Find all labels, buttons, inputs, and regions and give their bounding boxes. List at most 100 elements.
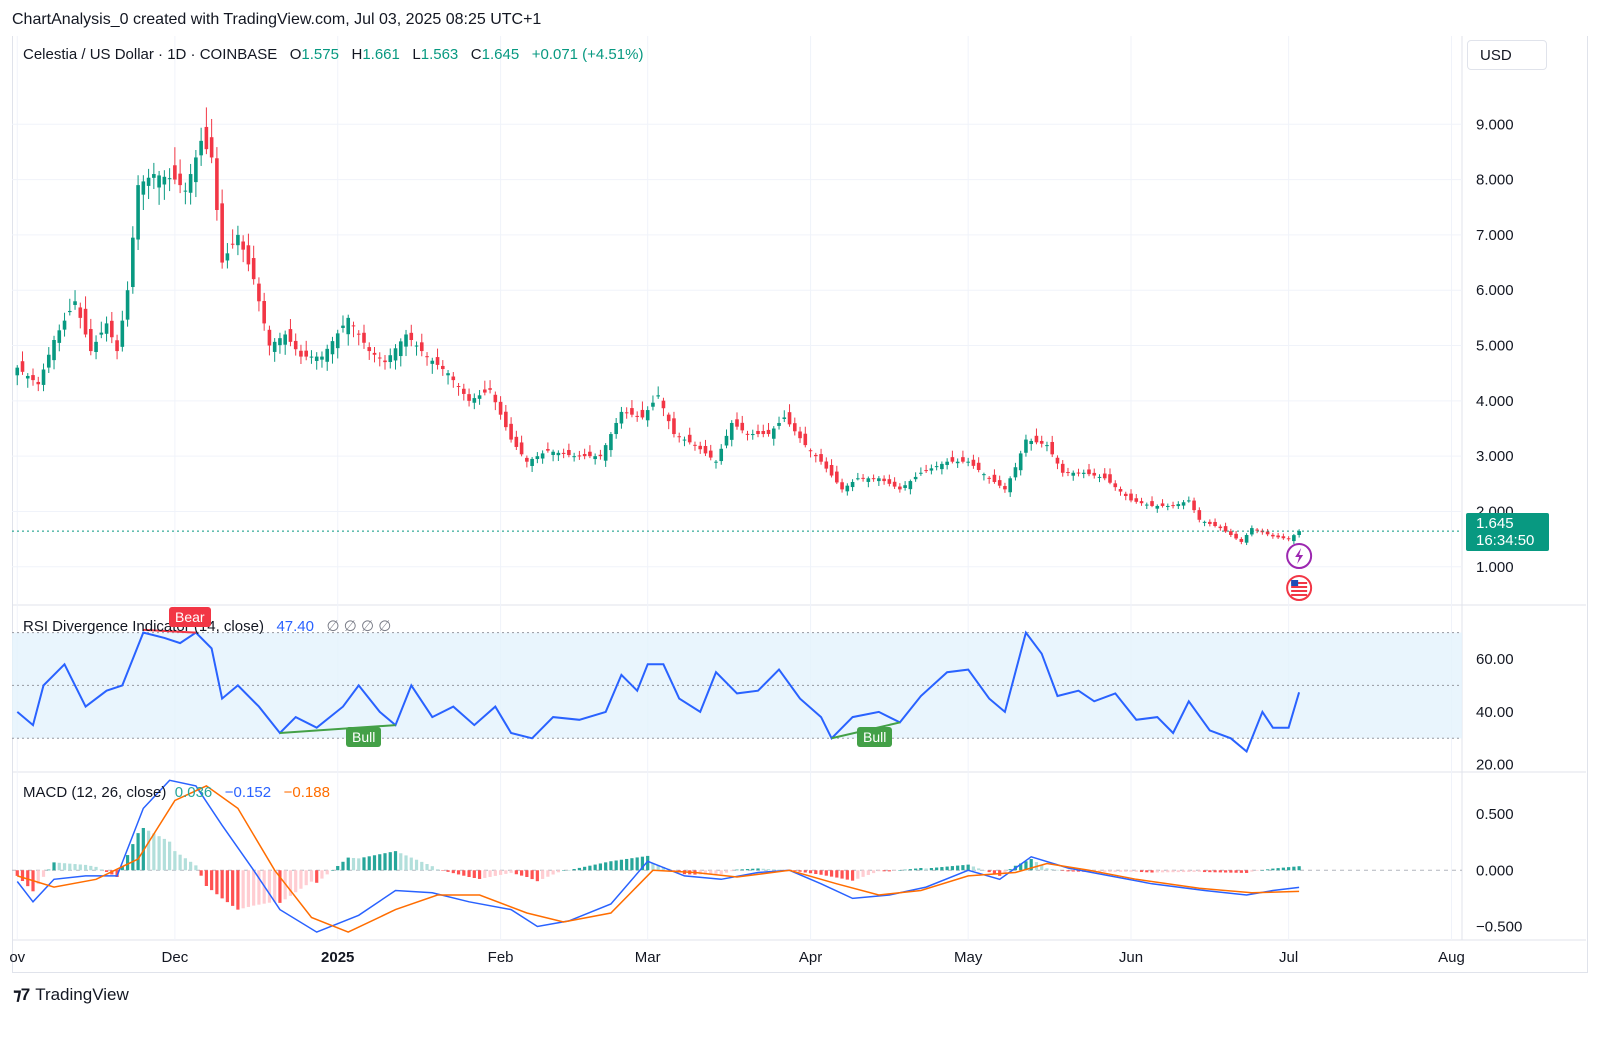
macd-histogram-bar [640,856,645,871]
macd-histogram-bar [278,870,282,903]
candle-body [546,449,550,451]
macd-histogram-bar [520,870,524,876]
time-tick-label: Aug [1438,949,1465,966]
macd-histogram-bar [719,870,723,875]
candle-body [740,422,745,431]
candle-body [41,369,46,385]
macd-histogram-bar [1061,870,1065,871]
candle-body [236,234,240,246]
macd-histogram-bar [409,857,413,871]
macd-histogram-bar [1181,870,1186,873]
candle-body [672,418,676,435]
bear-divergence-badge: Bear [169,607,211,627]
candle-body [73,301,77,305]
candle-body [961,457,965,462]
macd-histogram-bar [814,870,818,874]
candle-body [440,365,445,370]
candle-body [614,422,618,435]
candle-body [173,165,177,180]
candle-body [630,408,634,415]
macd-histogram-bar [777,869,781,871]
tradingview-brand: TradingView [35,985,129,1004]
macd-histogram-bar [598,863,603,871]
macd-histogram-bar [893,870,897,871]
candle-body [525,457,529,462]
close-value: 1.645 [481,46,520,63]
rsi-title[interactable]: RSI Divergence Indicator (14, close) [23,618,264,635]
macd-histogram-bar [178,854,182,871]
candle-body [924,470,928,472]
macd-histogram-bar [861,870,865,877]
candle-body [404,334,408,347]
macd-histogram-bar [614,860,618,871]
candle-body [703,445,708,454]
candle-body [57,330,62,343]
rsi-line [16,630,1301,754]
macd-histogram-bar [935,867,939,871]
macd-signal-line [17,785,1300,933]
macd-histogram-bar [714,870,718,875]
candle-body [167,178,172,180]
macd-histogram-bar [325,870,329,875]
macd-title[interactable]: MACD (12, 26, close) [23,784,167,801]
macd-histogram-bar [751,868,755,871]
macd-histogram-bar [987,870,991,873]
currency-button[interactable]: USD [1467,40,1547,70]
candle-body [945,461,949,465]
chart-frame[interactable] [12,36,1588,973]
candle-body [698,445,703,450]
candle-body [1271,534,1275,537]
candle-body [1213,521,1217,527]
candle-body [1155,505,1160,509]
macd-histogram-bar [882,870,886,872]
macd-histogram-bar [246,870,251,907]
macd-histogram-bar [446,870,450,872]
macd-histogram-bar [766,869,771,871]
candle-body [425,356,429,358]
candle-body [1171,505,1175,507]
candle-body [435,357,440,365]
candle-body [1071,472,1076,476]
open-label: O [289,46,302,63]
macd-histogram-bar [803,870,807,873]
macd-histogram-bar [241,870,245,909]
candle-body [262,301,266,324]
tradingview-logo[interactable]: ⁊7 TradingView [13,985,129,1005]
candle-body [104,323,109,334]
macd-histogram-bar [546,870,550,877]
macd-histogram-bar [425,864,429,871]
time-tick-label: 2025 [321,949,354,966]
macd-histogram-bar [15,870,19,876]
macd-histogram-bar [378,854,382,871]
candle-body [162,176,167,185]
macd-histogram-bar [472,870,476,878]
macd-histogram-bar [367,856,371,871]
candle-body [1244,535,1249,543]
candle-body [656,395,660,397]
candle-body [913,476,918,480]
candle-body [1123,493,1128,496]
macd-histogram-bar [89,865,93,871]
macd-histogram-bar [651,863,655,871]
macd-histogram-bar [945,866,949,871]
candle-body [78,307,83,318]
symbol-name[interactable]: Celestia / US Dollar · 1D · COINBASE [23,46,278,63]
candle-body [1144,504,1149,506]
candle-body [808,450,813,452]
us-flag-icon [1286,575,1313,601]
macd-histogram-bar [210,870,214,891]
us-flag-stripe [1291,586,1308,588]
macd-histogram-bar [1129,870,1133,872]
macd-histogram-bar [567,870,571,871]
candle-body [693,444,697,446]
candle-body [1102,473,1107,479]
candle-body [141,181,146,195]
macd-histogram-bar [351,857,356,871]
macd-histogram-bar [530,870,534,880]
candle-body [1192,500,1196,511]
candle-body [1050,441,1055,455]
candle-body [25,375,30,379]
us-flag-stripe [1291,590,1308,592]
candle-body [1097,476,1102,478]
